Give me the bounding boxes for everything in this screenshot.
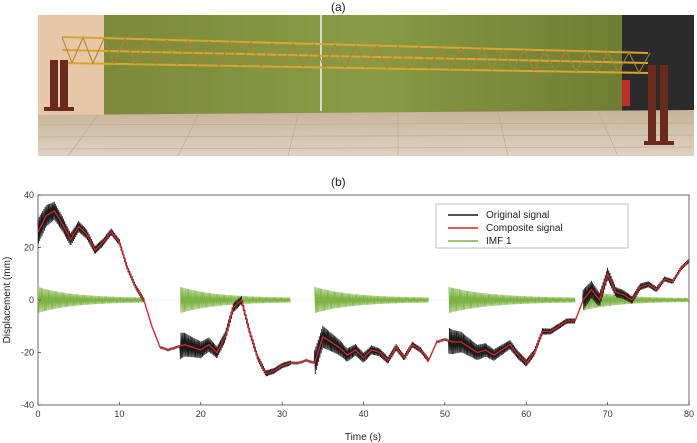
- truss-web-member: [113, 38, 126, 64]
- truss-web-member: [460, 47, 472, 71]
- truss-web-member: [92, 37, 105, 64]
- truss-web-member: [523, 49, 535, 72]
- truss-web-member: [491, 48, 504, 71]
- truss-web-member: [145, 39, 157, 65]
- y-tick-label: -40: [21, 400, 34, 410]
- x-tick-label: 0: [35, 409, 40, 419]
- y-tick-label: 20: [24, 243, 34, 253]
- truss-web-member: [449, 47, 462, 70]
- truss-web-member: [355, 44, 367, 69]
- truss-web-member: [407, 46, 420, 69]
- truss-web-member: [103, 37, 115, 64]
- truss-web-member: [397, 45, 409, 69]
- truss-web-member: [61, 36, 73, 64]
- truss-web-member: [628, 52, 640, 73]
- truss-web-member: [554, 50, 567, 72]
- truss-web-member: [197, 40, 210, 66]
- truss-web-member: [502, 48, 514, 71]
- imf1-burst: [448, 286, 576, 314]
- legend: Original signal Composite signal IMF 1: [435, 203, 629, 249]
- x-tick-label: 30: [277, 409, 287, 419]
- truss-web-member: [376, 45, 388, 69]
- composite-signal-line: [37, 209, 690, 375]
- x-axis-title: Time (s): [345, 432, 381, 443]
- legend-label-composite: Composite signal: [486, 223, 563, 234]
- truss-web-member: [155, 39, 168, 65]
- truss-web-member: [313, 43, 325, 68]
- truss-web-member: [365, 45, 378, 69]
- panel-b-label: (b): [331, 175, 346, 189]
- truss-bridge-photo: [38, 15, 694, 156]
- truss-web-member: [596, 51, 609, 73]
- truss-web-member: [607, 51, 619, 73]
- imf1-burst: [314, 286, 429, 314]
- truss-web-member: [218, 41, 231, 66]
- truss-web-member: [134, 39, 147, 65]
- truss-web-member: [124, 38, 136, 65]
- x-tick-label: 70: [603, 409, 613, 419]
- truss-web-member: [260, 42, 273, 67]
- truss-web-member: [71, 37, 84, 64]
- truss-web-member: [208, 40, 220, 66]
- panel-a-label: (a): [331, 0, 346, 14]
- truss-web-member: [617, 52, 630, 73]
- truss-web-member: [166, 39, 178, 65]
- truss-web-member: [386, 45, 399, 69]
- truss-web-member: [250, 41, 262, 67]
- truss-web-member: [439, 47, 451, 70]
- x-tick-label: 10: [114, 409, 124, 419]
- truss-web-member: [82, 37, 94, 64]
- truss-web-member: [428, 47, 441, 70]
- truss-web-member: [470, 48, 483, 71]
- x-tick-label: 60: [521, 409, 531, 419]
- truss-web-member: [187, 40, 199, 66]
- truss-web-member: [344, 44, 357, 68]
- imf1-burst: [37, 286, 145, 313]
- truss-web-member: [512, 49, 525, 71]
- legend-label-imf: IMF 1: [486, 236, 512, 247]
- truss-web-member: [481, 48, 493, 71]
- truss-web-member: [271, 42, 283, 67]
- truss-web-member: [586, 51, 598, 73]
- truss-web-member: [302, 43, 315, 68]
- x-tick-label: 40: [358, 409, 368, 419]
- truss-web-member: [544, 49, 556, 72]
- truss-web-member: [533, 49, 546, 72]
- truss-web-member: [239, 41, 252, 67]
- displacement-chart: 0 10 20 30 40 50 60 70 80 40 20 0 -20 -40 Time (s) D…: [2, 190, 694, 443]
- y-axis-title: Displacement (mm): [2, 257, 13, 344]
- imf1-burst: [180, 286, 291, 313]
- truss-web-member: [292, 43, 304, 68]
- truss-web-member: [418, 46, 430, 70]
- truss-web-member: [229, 41, 241, 67]
- x-tick-label: 50: [440, 409, 450, 419]
- x-tick-label: 80: [684, 409, 694, 419]
- truss-web-member: [334, 44, 346, 68]
- y-tick-label: 0: [29, 295, 34, 305]
- truss-web-member: [281, 43, 294, 67]
- x-tick-label: 20: [196, 409, 206, 419]
- legend-label-original: Original signal: [486, 210, 549, 221]
- truss-web-member: [575, 51, 588, 72]
- y-tick-label: -20: [21, 348, 34, 358]
- y-tick-label: 40: [24, 190, 34, 200]
- truss-web-member: [176, 40, 189, 65]
- truss-web-member: [565, 50, 577, 72]
- truss-web-member: [323, 44, 336, 68]
- truss-web-member: [638, 52, 651, 73]
